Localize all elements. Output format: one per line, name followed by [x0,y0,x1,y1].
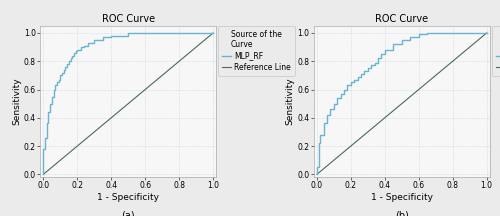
X-axis label: 1 - Specificity: 1 - Specificity [97,193,159,202]
Text: (b): (b) [395,210,408,216]
Y-axis label: Sensitivity: Sensitivity [12,78,21,125]
Title: ROC Curve: ROC Curve [102,14,155,24]
Title: ROC Curve: ROC Curve [375,14,428,24]
Y-axis label: Sensitivity: Sensitivity [286,78,294,125]
X-axis label: 1 - Specificity: 1 - Specificity [371,193,433,202]
Legend: MLP_RF, Reference Line: MLP_RF, Reference Line [218,26,295,76]
Text: (a): (a) [122,210,135,216]
Legend: Breg_RF, Reference Line: Breg_RF, Reference Line [492,26,500,76]
